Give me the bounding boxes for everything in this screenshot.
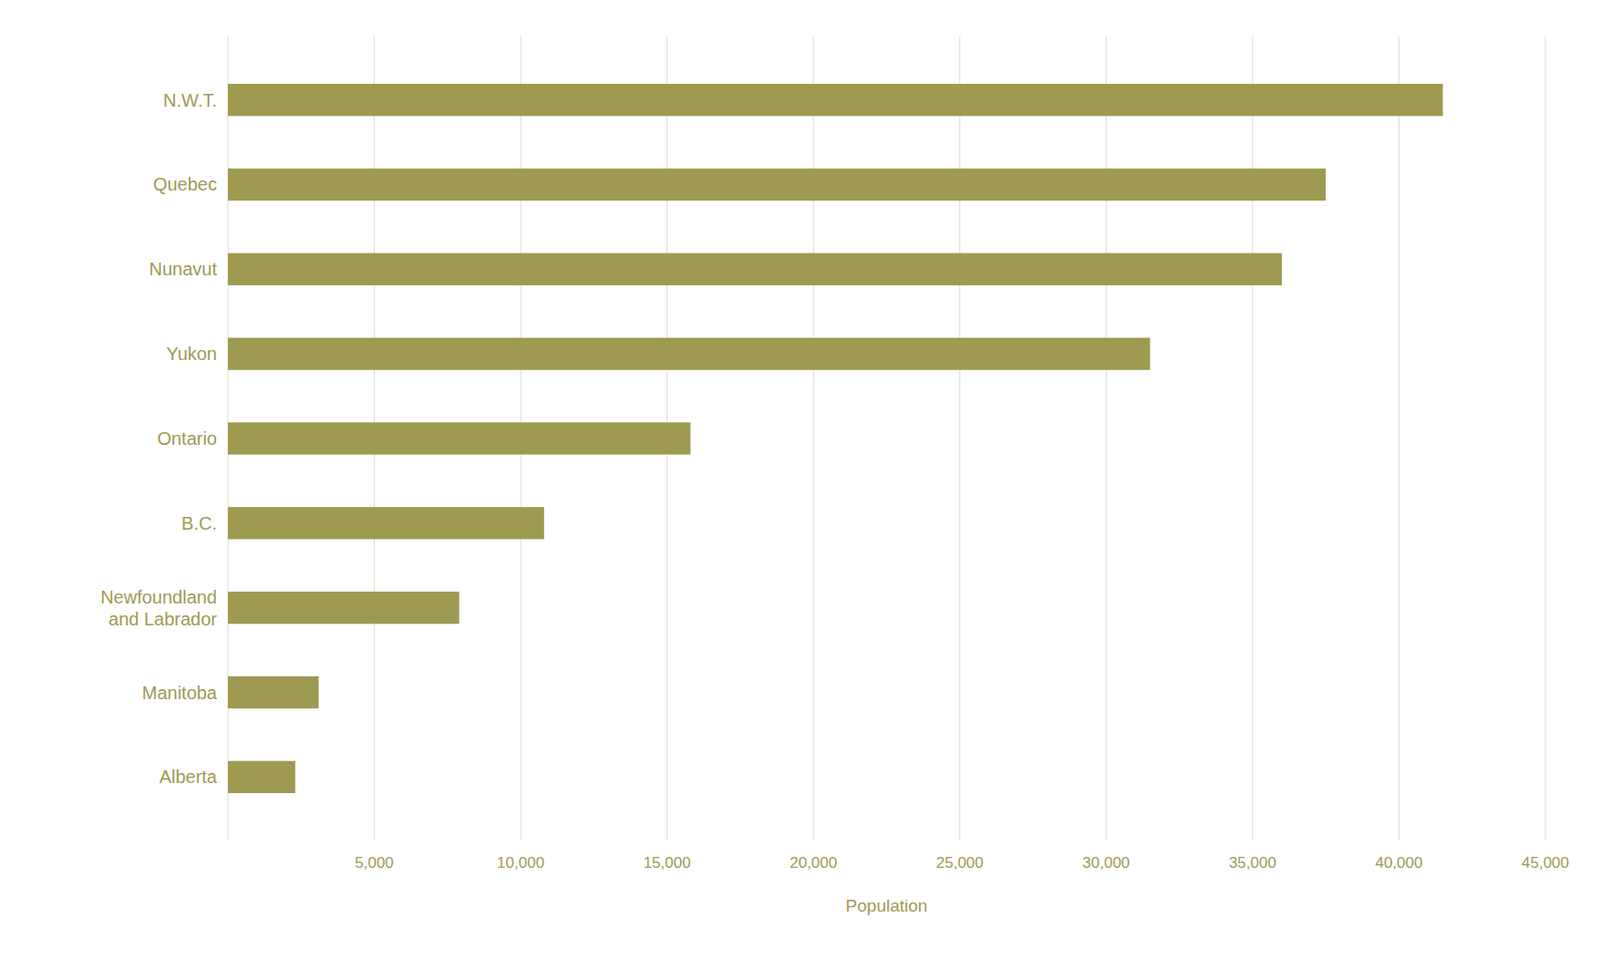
category-label: B.C. [181,513,217,534]
bars [227,83,1444,794]
category-label: Yukon [165,343,217,364]
tick-label: 30,000 [1082,854,1130,872]
bar [227,422,691,455]
grid-line [1105,36,1107,841]
bar [227,253,1282,286]
tick-label: 5,000 [354,854,394,872]
tick-label: 25,000 [936,854,984,872]
grid-line [1545,36,1547,841]
y-tick-labels: N.W.T. Quebec Nunavut Yukon Ontario B.C. Newfo… [100,90,218,788]
tick-label: 20,000 [789,854,837,872]
bar [227,338,1151,371]
tick-label: 45,000 [1521,854,1570,872]
category-label: N.W.T. [163,90,217,111]
tick-label: 10,000 [496,854,545,872]
bar [227,591,460,624]
tick-label: 15,000 [643,854,692,872]
x-axis-label: Population [846,896,929,916]
bar [227,761,296,794]
grid [227,36,1546,841]
bar [227,168,1326,201]
category-label: Newfoundlandand Labrador [100,587,217,630]
category-label: Ontario [156,428,217,449]
grid-line [1398,36,1400,841]
bar [227,506,545,539]
category-label: Nunavut [149,258,218,279]
category-label: Manitoba [142,682,218,703]
bar [227,676,320,709]
tick-label: 35,000 [1228,854,1277,872]
category-label: Quebec [153,174,217,195]
x-tick-labels: 5,000 10,000 15,000 20,000 25,000 30,000 35,00… [354,854,1570,872]
bar [227,83,1444,116]
grid-line [813,36,815,841]
tick-label: 40,000 [1374,854,1423,872]
category-label: Alberta [159,766,218,787]
chart: 5,000 10,000 15,000 20,000 25,000 30,000 35,00… [0,0,1600,959]
grid-line [1251,36,1253,841]
grid-line [959,36,960,841]
